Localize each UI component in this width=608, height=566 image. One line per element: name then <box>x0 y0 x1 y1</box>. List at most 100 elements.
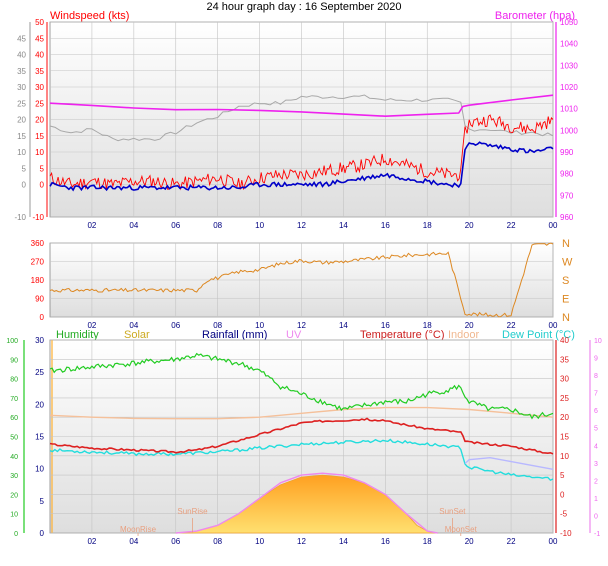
x-tick-label: 02 <box>87 221 96 230</box>
direction-tick-label: 90 <box>35 295 44 304</box>
x-tick-label: 20 <box>465 221 474 230</box>
windspeed-tick-label: 20 <box>35 116 44 125</box>
humidity-tick-label: 0 <box>14 531 18 538</box>
x-tick-label: 12 <box>297 321 306 330</box>
uv-tick-label: 4 <box>594 443 598 450</box>
series-wind-average <box>49 141 554 192</box>
x-tick-label: 00 <box>549 221 558 230</box>
uv-tick-label: 7 <box>594 391 598 398</box>
temperature-tick-label: -10 <box>560 529 572 538</box>
humidity-tick-label: 70 <box>10 396 18 403</box>
temperature-tick-label: 15 <box>560 433 569 442</box>
direction-tick-label: 0 <box>40 313 45 322</box>
temperature-tick-label: 5 <box>560 471 565 480</box>
barometer-tick-label: 1030 <box>560 61 578 70</box>
x-tick-label: 18 <box>423 321 432 330</box>
compass-tick-label: E <box>562 294 569 306</box>
outer-left-tick-label: 45 <box>17 34 26 43</box>
outer-left-tick-label: 15 <box>17 132 26 141</box>
x-tick-label: 16 <box>381 221 390 230</box>
temperature-tick-label: 10 <box>560 452 569 461</box>
barometer-tick-label: 1010 <box>560 105 578 114</box>
windspeed-axis-title: Windspeed (kts) <box>50 10 129 22</box>
barometer-tick-label: 960 <box>560 213 574 222</box>
x-tick-label: 20 <box>465 321 474 330</box>
windspeed-tick-label: 30 <box>35 83 44 92</box>
outer-left-tick-label: 20 <box>17 116 26 125</box>
compass-tick-label: N <box>562 312 570 324</box>
x-tick-label: 04 <box>129 221 138 230</box>
annotation-label: MoonSet <box>445 525 478 534</box>
x-tick-label: 12 <box>297 221 306 230</box>
outer-left-tick-label: 35 <box>17 67 26 76</box>
x-tick-label: 10 <box>255 537 264 546</box>
windspeed-tick-label: 10 <box>35 148 44 157</box>
humidity-tick-label: 60 <box>10 415 18 422</box>
barometer-tick-label: 1040 <box>560 40 578 49</box>
humidity-tick-label: 80 <box>10 377 18 384</box>
windspeed-tick-label: 25 <box>35 99 44 108</box>
x-tick-label: 06 <box>171 221 180 230</box>
x-tick-label: 00 <box>549 537 558 546</box>
temperature-tick-label: 35 <box>560 355 569 364</box>
series-barometer <box>49 94 554 118</box>
windspeed-tick-label: 40 <box>35 51 44 60</box>
x-tick-label: 22 <box>507 537 516 546</box>
series-dew-point <box>49 438 554 482</box>
temperature-tick-label: -5 <box>560 510 568 519</box>
barometer-tick-label: 1050 <box>560 18 578 27</box>
x-tick-label: 08 <box>213 221 222 230</box>
x-tick-label: 02 <box>87 321 96 330</box>
uv-tick-label: 5 <box>594 426 598 433</box>
annotation-label: MoonRise <box>120 525 157 534</box>
windspeed-tick-label: 5 <box>40 164 45 173</box>
legend-dew-point: Dew Point (°C) <box>502 329 575 341</box>
humidity-tick-label: 30 <box>10 473 18 480</box>
solar-tick-label: 0 <box>40 529 45 538</box>
windspeed-tick-label: -10 <box>32 213 44 222</box>
humidity-tick-label: 10 <box>10 512 18 519</box>
legend-uv: UV <box>286 329 302 341</box>
compass-tick-label: S <box>562 275 569 287</box>
x-tick-label: 06 <box>171 537 180 546</box>
series-wind-gust <box>49 114 554 191</box>
x-tick-label: 22 <box>507 321 516 330</box>
temperature-tick-label: 0 <box>560 490 565 499</box>
windspeed-tick-label: 35 <box>35 67 44 76</box>
direction-tick-label: 270 <box>31 258 45 267</box>
humidity-tick-label: 20 <box>10 492 18 499</box>
series-temperature <box>49 417 554 455</box>
solar-tick-label: 20 <box>35 400 44 409</box>
solar-tick-label: 25 <box>35 368 44 377</box>
x-tick-label: 14 <box>339 537 348 546</box>
solar-tick-label: 15 <box>35 433 44 442</box>
uv-tick-label: 2 <box>594 478 598 485</box>
x-tick-label: 14 <box>339 221 348 230</box>
compass-tick-label: W <box>562 257 573 269</box>
x-tick-label: 00 <box>549 321 558 330</box>
x-tick-label: 20 <box>465 537 474 546</box>
series-indoor <box>49 406 554 420</box>
annotation-label: SunSet <box>439 507 466 516</box>
direction-tick-label: 360 <box>31 239 45 248</box>
series-humidity <box>49 352 554 420</box>
legend-humidity: Humidity <box>56 329 99 341</box>
x-tick-label: 16 <box>381 537 390 546</box>
barometer-axis-title: Barometer (hpa) <box>495 10 575 22</box>
outer-left-tick-label: 25 <box>17 99 26 108</box>
series-gray-trace <box>49 94 554 142</box>
compass-tick-label: N <box>562 238 570 250</box>
uv-tick-label: -1 <box>594 531 600 538</box>
x-tick-label: 18 <box>423 221 432 230</box>
x-tick-label: 08 <box>213 321 222 330</box>
uv-tick-label: 8 <box>594 373 598 380</box>
barometer-tick-label: 980 <box>560 170 574 179</box>
uv-tick-label: 0 <box>594 513 598 520</box>
x-tick-label: 14 <box>339 321 348 330</box>
temperature-tick-label: 20 <box>560 413 569 422</box>
humidity-tick-label: 40 <box>10 454 18 461</box>
windspeed-tick-label: 0 <box>40 181 45 190</box>
legend-indoor: Indoor <box>448 329 480 341</box>
